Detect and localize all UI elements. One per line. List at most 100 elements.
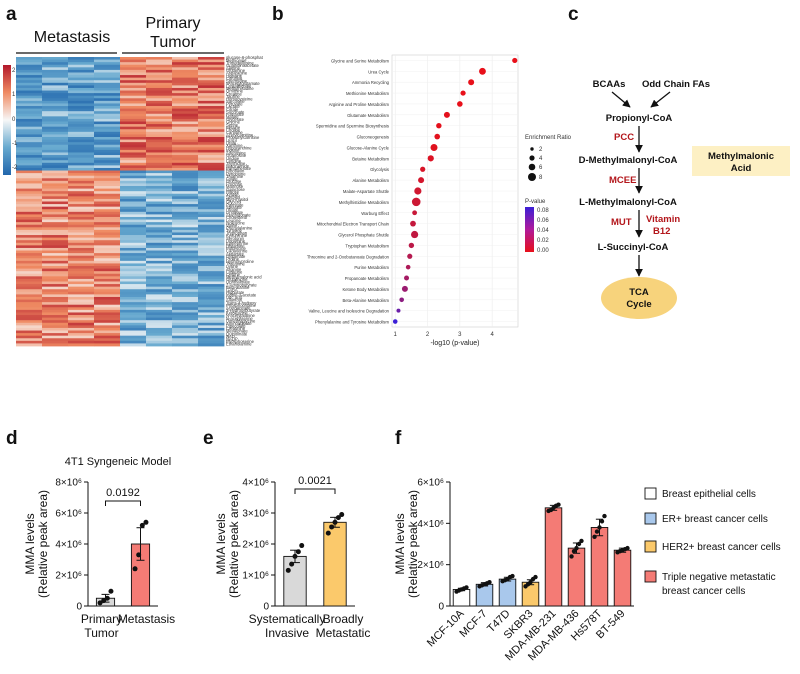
enrichment-pathway-label: Glutamate Metabolism <box>347 113 389 118</box>
heatmap-row-label: Alanine <box>226 66 241 71</box>
heatmap-cell <box>68 338 95 342</box>
data-point <box>136 552 142 558</box>
heatmap-cell <box>42 139 69 143</box>
heatmap-cell <box>172 315 199 319</box>
heatmap-cell <box>198 59 225 63</box>
heatmap-cell <box>42 276 69 280</box>
heatmap-cell <box>68 250 95 254</box>
heatmap-cell <box>68 144 95 148</box>
data-point <box>139 522 145 528</box>
size-legend-dot-6 <box>528 163 536 171</box>
heatmap-cell <box>172 87 199 91</box>
heatmap-cell <box>172 106 199 110</box>
heatmap-cell <box>94 129 121 133</box>
heatmap-cell <box>16 139 43 143</box>
scale-tick-0: 0 <box>12 117 16 123</box>
heatmap-cell <box>68 188 95 192</box>
heatmap-cell <box>94 240 121 244</box>
heatmap-cell <box>16 191 43 195</box>
heatmap-cell <box>68 124 95 128</box>
heatmap-cell <box>120 98 147 102</box>
heatmap-row-label: Tryptophan <box>226 231 248 236</box>
heatmap-cell <box>198 211 225 215</box>
heatmap-cell <box>94 222 121 226</box>
heatmap-cell <box>94 304 121 308</box>
legend-swatch <box>644 512 657 525</box>
heatmap-cell <box>42 320 69 324</box>
heatmap-cell <box>120 258 147 262</box>
y-tick-label: 4×10⁶ <box>417 519 444 530</box>
heatmap-cell <box>172 175 199 179</box>
heatmap-cell <box>94 242 121 246</box>
heatmap-cell <box>68 204 95 208</box>
size-legend-label-8: 8 <box>539 175 543 181</box>
heatmap-cell <box>68 309 95 313</box>
heatmap-cell <box>172 235 199 239</box>
heatmap-cell <box>198 77 225 81</box>
heatmap-cell <box>16 250 43 254</box>
heatmap-cell <box>42 291 69 295</box>
legend-swatch <box>644 487 657 500</box>
size-legend: 2 4 6 8 <box>528 147 543 181</box>
heatmap-cell <box>94 183 121 187</box>
heatmap-cell <box>94 201 121 205</box>
heatmap-cell <box>42 245 69 249</box>
heatmap-cell <box>146 113 173 117</box>
heatmap-cell <box>120 317 147 321</box>
heatmap-cell <box>146 59 173 63</box>
heatmap-cell <box>16 147 43 151</box>
heatmap-cell <box>198 93 225 97</box>
heatmap-cell <box>68 131 95 135</box>
heatmap-cell <box>146 57 173 60</box>
heatmap-cell <box>42 62 69 66</box>
color-legend-title: P-value <box>525 199 546 205</box>
enrichment-dot <box>512 57 518 64</box>
data-point <box>332 519 338 525</box>
heatmap-cell <box>146 327 173 331</box>
heatmap-cell <box>16 325 43 329</box>
enrichment-dot <box>404 275 410 281</box>
data-point <box>101 598 107 604</box>
heatmap-cell <box>146 108 173 112</box>
heatmap-cell <box>42 333 69 337</box>
heatmap-cell <box>120 250 147 254</box>
heatmap-cell <box>16 129 43 133</box>
heatmap-cell <box>172 289 199 293</box>
heatmap-row-label: Niacinamide <box>226 164 250 169</box>
heatmap-cell <box>198 98 225 102</box>
heatmap-cell <box>146 322 173 326</box>
y-tick-label: 0 <box>438 602 444 613</box>
heatmap-cell <box>42 273 69 277</box>
heatmap-cell <box>16 165 43 169</box>
data-point <box>295 549 301 555</box>
heatmap-cell <box>42 315 69 319</box>
data-point <box>339 512 345 518</box>
heatmap-cell <box>42 317 69 321</box>
heatmap-cell <box>16 289 43 293</box>
heatmap-row-label: Dopamine <box>226 238 246 243</box>
heatmap-cell <box>42 144 69 148</box>
heatmap-cell <box>172 271 199 275</box>
heatmap-row-label: Acetylcarnitine <box>226 133 254 138</box>
heatmap-cell <box>120 82 147 86</box>
panel-label-c: c <box>568 4 579 25</box>
heatmap-row-label: Cystine <box>226 272 241 277</box>
heatmap-cell <box>146 149 173 153</box>
heatmap-cell <box>120 160 147 164</box>
heatmap-row-label: Histidine <box>226 73 243 78</box>
heatmap-row-label: N-acetylalanine <box>226 313 256 318</box>
heatmap-cell <box>146 80 173 84</box>
heatmap-cell <box>120 124 147 128</box>
enrichment-pathway-label: Malate-Aspartate Shuttle <box>343 189 390 194</box>
heatmap-row-label: Hippurate <box>226 290 245 295</box>
heatmap-cell <box>172 165 199 169</box>
heatmap-cell <box>94 144 121 148</box>
heatmap-cell <box>94 118 121 122</box>
heatmap-cell <box>120 144 147 148</box>
heatmap-cell <box>120 121 147 125</box>
heatmap-cell <box>42 222 69 226</box>
heatmap-cell <box>198 214 225 218</box>
heatmap-cell <box>68 77 95 81</box>
pvalue-tick-000: 0.00 <box>537 248 549 254</box>
heatmap-cell <box>16 242 43 246</box>
